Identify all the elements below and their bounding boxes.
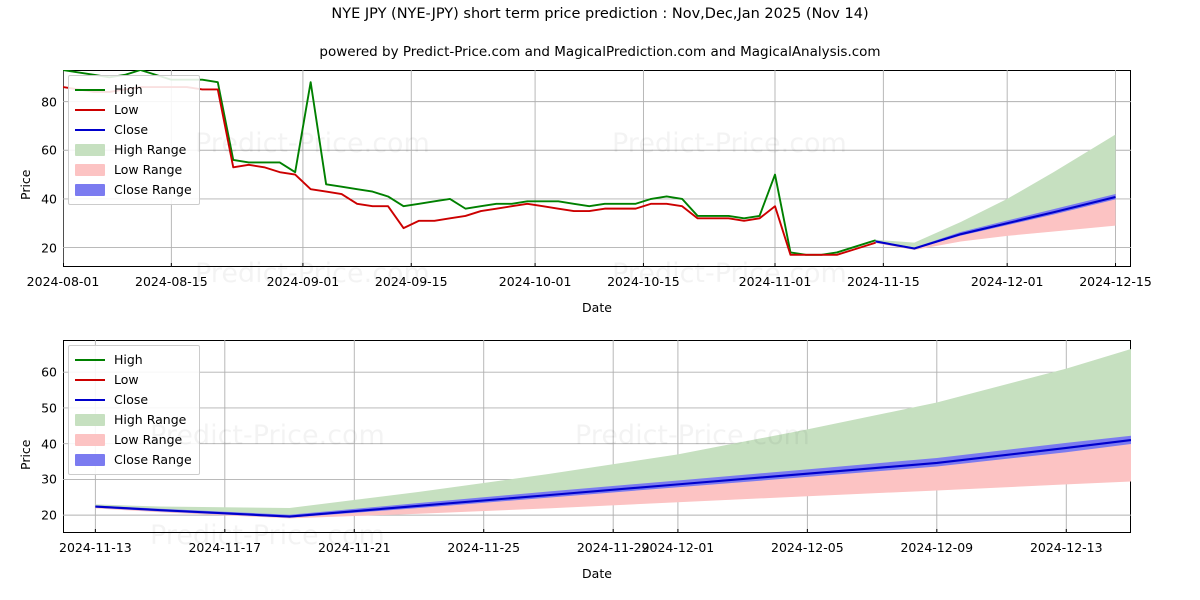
- top-chart-x-tick-label: 2024-08-01: [26, 274, 100, 289]
- bottom-chart-x-tick-label: 2024-12-09: [900, 540, 974, 555]
- bottom-chart-legend-band-swatch: [75, 434, 105, 446]
- bottom-chart-legend-band-swatch: [75, 414, 105, 426]
- bottom-chart-legend-label: High Range: [114, 411, 187, 427]
- bottom-chart-legend-band-swatch: [75, 454, 105, 466]
- bottom-chart-legend-line-swatch: [75, 359, 105, 361]
- page-subtitle: powered by Predict-Price.com and Magical…: [319, 44, 881, 60]
- top-chart-legend-label: Low Range: [114, 161, 183, 177]
- top-chart-legend-band-swatch: [75, 144, 105, 156]
- top-chart-panel: High Low Close High Range Low Range Close Ran…: [63, 70, 1131, 267]
- top-chart-legend-item: High: [75, 80, 192, 100]
- top-chart-legend-band-swatch: [75, 184, 105, 196]
- top-chart-x-tick-label: 2024-09-15: [374, 274, 448, 289]
- bottom-chart-x-tick-label: 2024-11-17: [188, 540, 262, 555]
- top-chart-x-tick-label: 2024-10-01: [498, 274, 572, 289]
- top-chart-canvas: [63, 70, 1131, 267]
- bottom-chart-x-tick-label: 2024-12-01: [641, 540, 715, 555]
- bottom-chart-legend-item: Close Range: [75, 450, 192, 470]
- top-chart-legend-label: Close Range: [114, 181, 192, 197]
- bottom-chart-legend-item: Low: [75, 370, 192, 390]
- top-chart-x-tick-label: 2024-12-15: [1079, 274, 1152, 289]
- top-chart-x-tick-label: 2024-11-01: [738, 274, 812, 289]
- bottom-chart-x-tick-label: 2024-12-05: [771, 540, 844, 555]
- top-chart-y-tick-label: 40: [41, 191, 57, 207]
- top-chart-x-tick-label: 2024-08-15: [135, 274, 208, 289]
- top-chart-legend-label: High Range: [114, 141, 187, 157]
- bottom-chart-x-tick-label: 2024-11-25: [447, 540, 521, 555]
- bottom-chart-legend-label: Low: [114, 371, 139, 387]
- top-chart-legend-item: Close Range: [75, 180, 192, 200]
- bottom-chart-legend-line-swatch: [75, 379, 105, 381]
- bottom-chart-legend-label: High: [114, 351, 143, 367]
- bottom-chart-x-tick-label: 2024-11-29: [576, 540, 650, 555]
- bottom-chart-legend: High Low Close High Range Low Range Close Ran…: [68, 345, 200, 475]
- top-chart-x-tick-label: 2024-12-01: [970, 274, 1044, 289]
- bottom-chart-y-tick-label: 40: [41, 436, 57, 452]
- bottom-chart-x-axis-label: Date: [582, 566, 612, 581]
- bottom-chart-x-tick-label: 2024-11-21: [317, 540, 391, 555]
- bottom-chart-legend-item: Close: [75, 390, 192, 410]
- top-chart-legend-item: High Range: [75, 140, 192, 160]
- page-title: NYE JPY (NYE-JPY) short term price predi…: [331, 6, 869, 22]
- bottom-chart-panel: High Low Close High Range Low Range Close Ran…: [63, 340, 1131, 533]
- bottom-chart-x-tick-label: 2024-11-13: [59, 540, 132, 555]
- top-chart-legend: High Low Close High Range Low Range Close Ran…: [68, 75, 200, 205]
- top-chart-x-tick-label: 2024-11-15: [847, 274, 920, 289]
- bottom-chart-y-tick-label: 30: [41, 471, 57, 487]
- top-chart-legend-line-swatch: [75, 129, 105, 131]
- bottom-chart-legend-label: Low Range: [114, 431, 183, 447]
- bottom-chart-legend-item: High Range: [75, 410, 192, 430]
- bottom-chart-y-tick-label: 20: [41, 507, 57, 523]
- top-chart-x-tick-label: 2024-09-01: [266, 274, 340, 289]
- top-chart-legend-label: High: [114, 81, 143, 97]
- top-chart-legend-label: Low: [114, 101, 139, 117]
- bottom-chart-x-tick-label: 2024-12-13: [1029, 540, 1103, 555]
- top-chart-legend-item: Close: [75, 120, 192, 140]
- top-chart-legend-line-swatch: [75, 89, 105, 91]
- top-chart-x-tick-label: 2024-10-15: [607, 274, 680, 289]
- bottom-chart-canvas: [63, 340, 1131, 533]
- bottom-chart-y-tick-label: 50: [41, 400, 57, 416]
- bottom-chart-legend-item: High: [75, 350, 192, 370]
- bottom-chart-legend-line-swatch: [75, 399, 105, 401]
- top-chart-legend-line-swatch: [75, 109, 105, 111]
- bottom-chart-y-tick-label: 60: [41, 364, 57, 380]
- top-chart-legend-band-swatch: [75, 164, 105, 176]
- bottom-chart-legend-item: Low Range: [75, 430, 192, 450]
- bottom-chart-legend-label: Close Range: [114, 451, 192, 467]
- top-chart-legend-label: Close: [114, 121, 149, 137]
- top-chart-y-tick-label: 60: [41, 142, 57, 158]
- top-chart-y-tick-label: 20: [41, 240, 57, 256]
- top-chart-legend-item: Low: [75, 100, 192, 120]
- top-chart-legend-item: Low Range: [75, 160, 192, 180]
- top-chart-y-tick-label: 80: [41, 94, 57, 110]
- top-chart-x-axis-label: Date: [582, 300, 612, 315]
- bottom-chart-legend-label: Close: [114, 391, 149, 407]
